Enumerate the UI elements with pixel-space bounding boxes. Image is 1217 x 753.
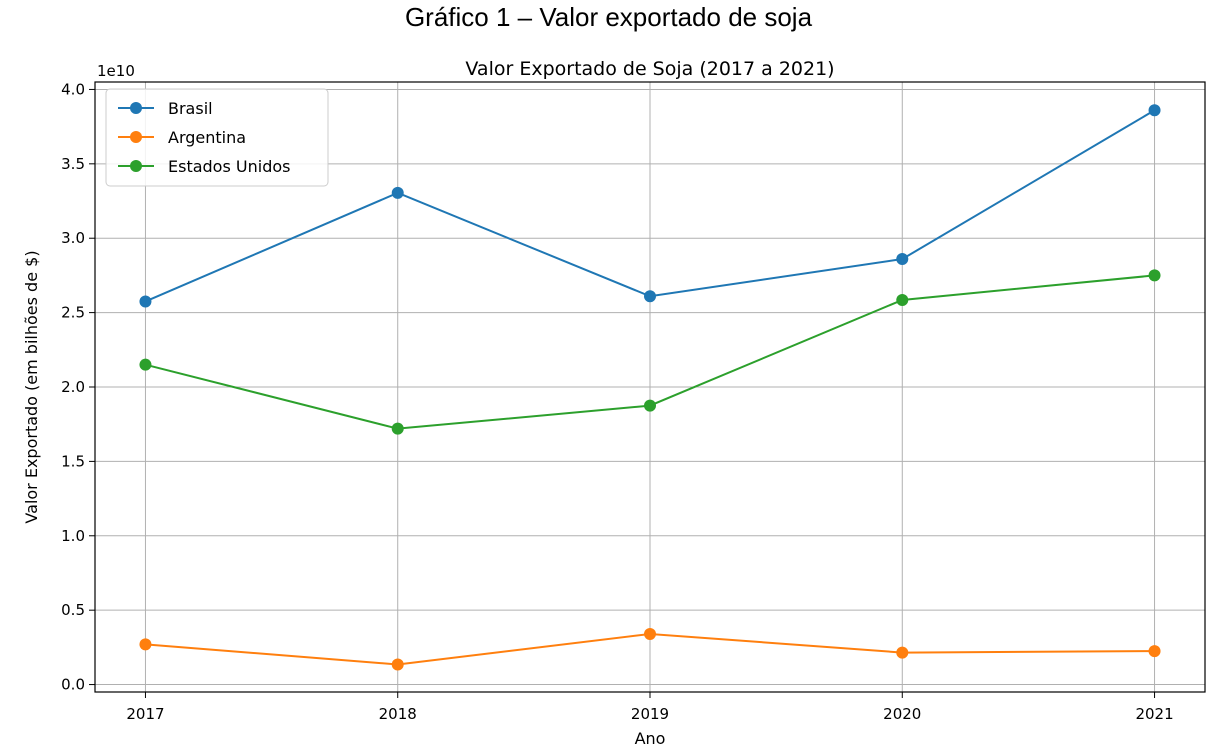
data-point (644, 627, 656, 640)
legend-label: Estados Unidos (168, 157, 290, 176)
x-tick-label: 2017 (126, 705, 164, 723)
data-point (1148, 645, 1161, 658)
data-point (1148, 104, 1161, 117)
x-tick-label: 2020 (883, 705, 921, 723)
y-tick-label: 2.0 (61, 378, 85, 396)
data-point (139, 358, 152, 371)
x-tick-label: 2021 (1135, 705, 1173, 723)
y-tick-label: 2.5 (61, 304, 85, 322)
legend-box (105, 88, 329, 187)
data-point (391, 186, 404, 199)
data-point (391, 422, 404, 435)
legend-marker (130, 160, 142, 172)
data-point (139, 295, 152, 308)
legend-marker (130, 131, 142, 143)
legend-label: Argentina (168, 128, 246, 147)
data-point (644, 290, 656, 303)
y-axis-label: Valor Exportado (em bilhões de $) (22, 250, 41, 523)
y-tick-label: 0.5 (61, 601, 85, 619)
legend-marker (130, 102, 142, 114)
y-tick-label: 3.5 (61, 155, 85, 173)
data-point (139, 638, 152, 651)
y-tick-label: 3.0 (61, 229, 85, 247)
data-point (896, 253, 909, 266)
grid (95, 82, 1205, 692)
legend-label: Brasil (168, 99, 213, 118)
x-axis-label: Ano (635, 729, 666, 748)
x-tick-label: 2019 (631, 705, 669, 723)
x-tick-label: 2018 (379, 705, 417, 723)
chart-title: Valor Exportado de Soja (2017 a 2021) (465, 58, 834, 80)
y-tick-label: 0.0 (61, 676, 85, 694)
figure-caption: Gráfico 1 – Valor exportado de soja (404, 2, 813, 32)
y-offset-label: 1e10 (97, 62, 135, 80)
data-point (896, 293, 909, 306)
series-layer (139, 104, 1161, 671)
y-tick-label: 4.0 (61, 80, 85, 98)
legend: Brasil Argentina Estados Unidos (105, 88, 329, 187)
data-point (391, 658, 404, 671)
y-tick-label: 1.5 (61, 452, 85, 470)
y-tick-label: 1.0 (61, 527, 85, 545)
ticks: 2017 2018 2019 2020 2021 0.0 0.5 1.0 1.5 2.0 2.5 3.… (61, 80, 1173, 723)
data-point (896, 646, 909, 659)
data-point (1148, 269, 1161, 282)
data-point (644, 399, 656, 412)
